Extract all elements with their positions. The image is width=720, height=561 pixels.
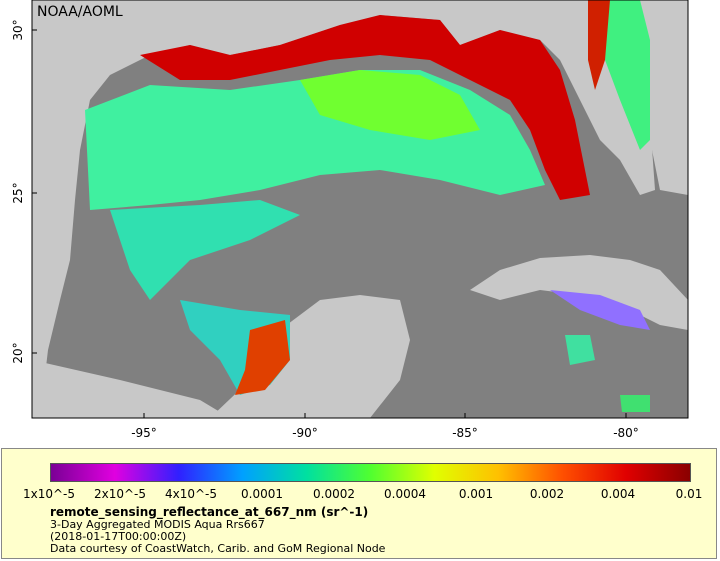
plot-frame (31, 0, 689, 419)
colorbar-tick: 0.001 (458, 487, 494, 501)
legend-date: (2018-01-17T00:00:00Z) (50, 530, 187, 543)
data-south-cuba (620, 395, 650, 412)
legend-panel: 1x10^-5 2x10^-5 4x10^-5 0.0001 0.0002 0.… (1, 448, 717, 559)
land-florida (585, 0, 688, 195)
data-cuba-north (550, 290, 650, 330)
colorbar-tick: 0.0002 (313, 487, 355, 501)
colorbar-tick: 2x10^-5 (93, 487, 147, 501)
lon-label-85: -85° (452, 426, 478, 440)
lon-label-80: -80° (613, 426, 639, 440)
lat-label-20: 20° (11, 342, 25, 363)
data-cuba-small (565, 335, 595, 365)
land-central-america (32, 360, 230, 418)
data-west-green (110, 200, 300, 300)
colorbar-tick: 4x10^-5 (164, 487, 218, 501)
legend-title: remote_sensing_reflectance_at_667_nm (sr… (50, 505, 369, 519)
colorbar-tick: 0.0001 (241, 487, 283, 501)
data-shelf-lime (300, 70, 480, 140)
colorbar-tick: 0.002 (529, 487, 565, 501)
data-campeche-red (235, 320, 290, 395)
colorbar-tick: 0.004 (600, 487, 636, 501)
colorbar (50, 463, 691, 482)
lon-label-95: -95° (131, 426, 157, 440)
data-overlay (85, 0, 650, 412)
axis-ticks (32, 29, 627, 418)
colorbar-tick: 0.0004 (384, 487, 426, 501)
data-coastal-red (140, 15, 590, 200)
brand-label: NOAA/AOML (37, 4, 123, 20)
colorbar-tick: 1x10^-5 (22, 487, 76, 501)
lat-label-30: 30° (11, 19, 25, 40)
lon-label-90: -90° (292, 426, 318, 440)
lat-label-25: 25° (11, 182, 25, 203)
legend-subtitle: 3-Day Aggregated MODIS Aqua Rrs667 (50, 518, 265, 531)
data-florida-east-red (588, 0, 610, 90)
legend-credit: Data courtesy of CoastWatch, Carib. and … (50, 542, 386, 555)
colorbar-tick: 0.01 (675, 487, 703, 501)
